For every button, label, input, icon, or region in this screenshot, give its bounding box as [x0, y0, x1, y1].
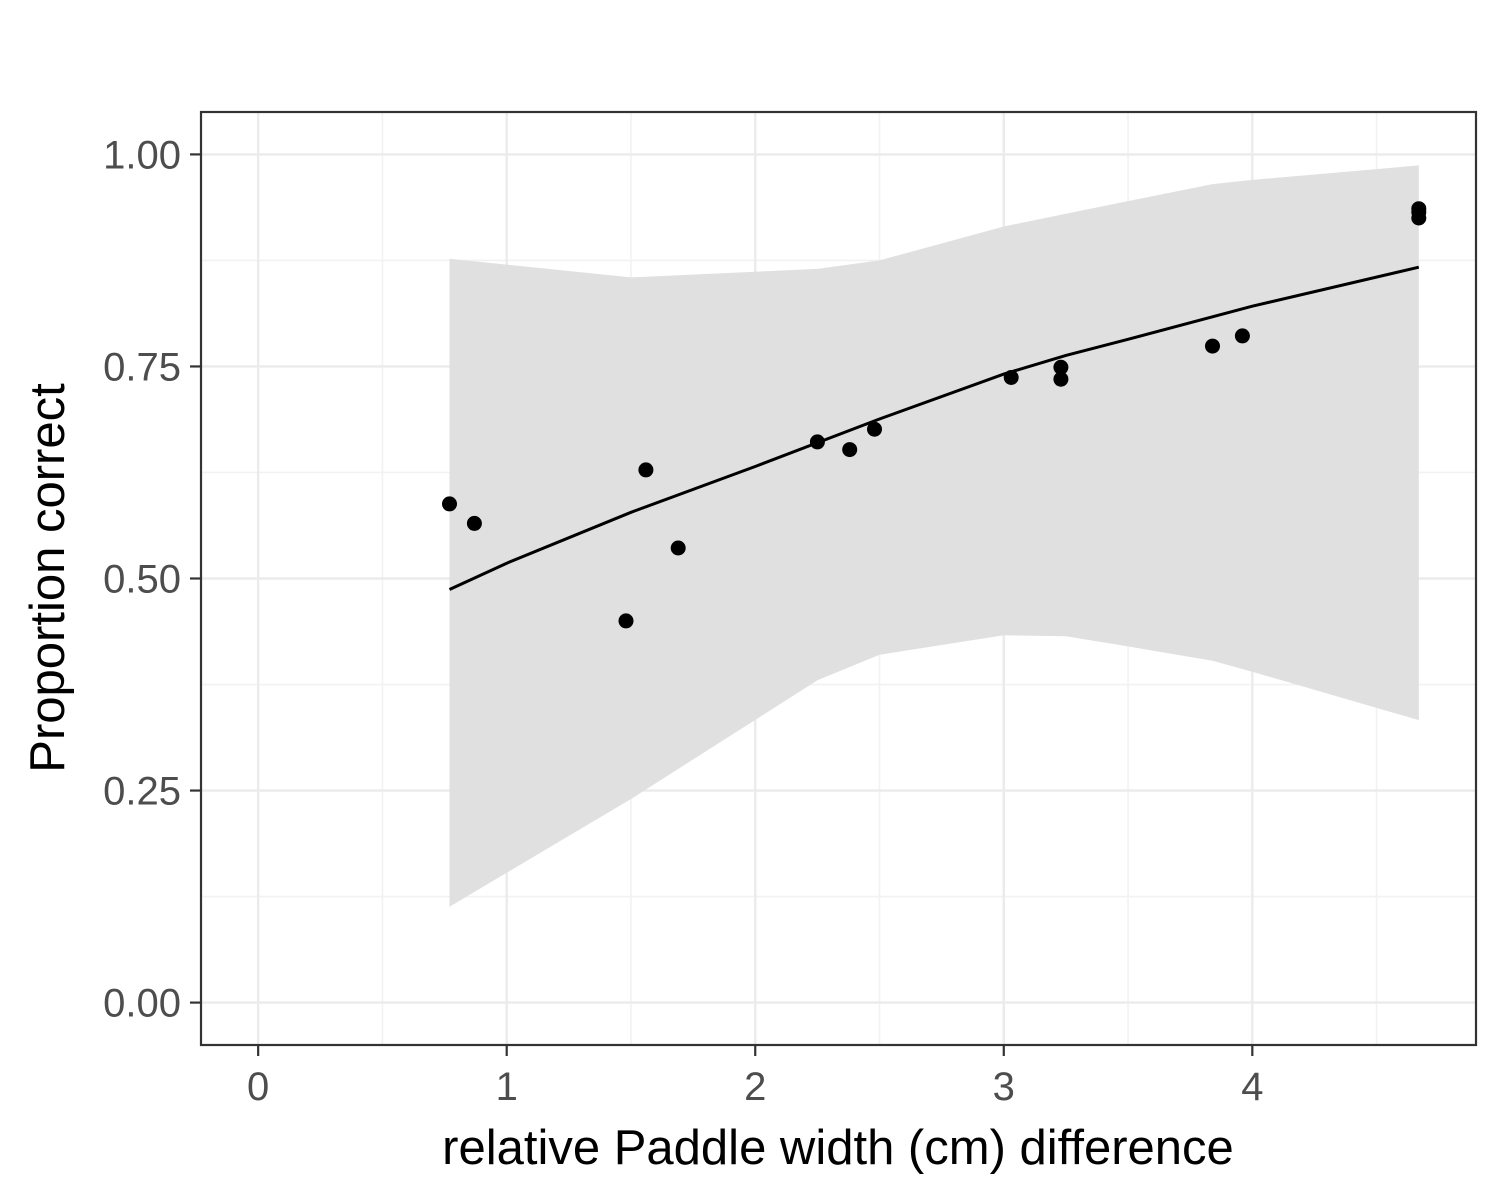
x-tick-label: 4	[1241, 1065, 1263, 1109]
y-axis-title: Proportion correct	[21, 383, 75, 773]
data-point	[442, 496, 457, 512]
y-tick-label: 0.00	[103, 982, 181, 1026]
data-point	[1053, 359, 1069, 375]
y-tick-label: 1.00	[103, 133, 181, 177]
fit-line-layer	[448, 265, 1420, 591]
confidence-band	[449, 165, 1419, 907]
data-point	[809, 434, 825, 450]
data-point	[466, 515, 482, 531]
data-point	[618, 613, 634, 629]
data-point	[1003, 370, 1019, 385]
y-tick-label: 0.75	[103, 345, 181, 389]
x-tick-label: 2	[744, 1065, 766, 1109]
fit-line	[448, 265, 1420, 591]
data-point	[1205, 338, 1220, 354]
x-tick-label: 0	[247, 1065, 269, 1109]
y-tick-label: 0.50	[103, 558, 181, 602]
x-tick-label: 3	[993, 1065, 1015, 1109]
data-point	[1053, 371, 1069, 387]
data-point	[638, 462, 654, 478]
data-point	[1234, 328, 1250, 344]
x-axis-title: relative Paddle width (cm) difference	[442, 1121, 1234, 1175]
data-point	[867, 421, 882, 437]
points-layer	[442, 201, 1427, 629]
data-point	[842, 442, 858, 458]
y-axis-ticks: 0.00 0.25 0.50 0.75 1.00	[103, 133, 201, 1026]
y-tick-label: 0.25	[103, 770, 181, 814]
data-point	[1411, 210, 1427, 226]
data-point	[670, 540, 686, 556]
x-tick-label: 1	[496, 1065, 518, 1109]
confidence-band-layer	[449, 165, 1419, 907]
x-axis-ticks: 0 1 2 3 4	[247, 1045, 1263, 1109]
